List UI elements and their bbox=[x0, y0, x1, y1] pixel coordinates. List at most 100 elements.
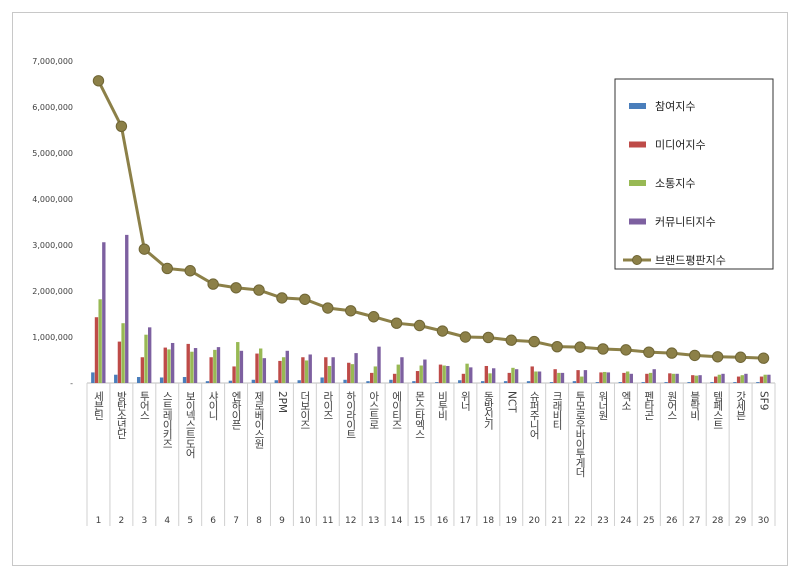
bar-3 bbox=[603, 371, 607, 383]
legend-swatch bbox=[629, 103, 646, 109]
bar-3 bbox=[671, 373, 676, 383]
category-label: 에이티즈 bbox=[391, 391, 403, 429]
category-label: 크래비티 bbox=[551, 391, 563, 431]
category-label: NCT bbox=[505, 391, 517, 413]
bar-2 bbox=[668, 373, 672, 383]
rank-label: 12 bbox=[345, 516, 356, 526]
bar-4 bbox=[423, 359, 427, 383]
bar-1 bbox=[664, 382, 668, 383]
bar-2 bbox=[255, 353, 259, 383]
bar-2 bbox=[163, 347, 167, 383]
bar-4 bbox=[492, 368, 496, 383]
bar-4 bbox=[514, 369, 519, 383]
bar-2 bbox=[392, 373, 397, 383]
y-axis: - 1,000,000 2,000,000 3,000,000 4,000,000 5,0… bbox=[32, 57, 73, 388]
bar-1 bbox=[159, 377, 164, 383]
bar-3 bbox=[327, 365, 332, 383]
bar-1 bbox=[274, 380, 278, 383]
brand-index-point bbox=[276, 292, 288, 304]
bar-4 bbox=[193, 348, 198, 383]
bar-1 bbox=[733, 382, 737, 383]
bar-3 bbox=[648, 372, 653, 383]
bar-1 bbox=[251, 379, 256, 383]
bar-4 bbox=[400, 357, 404, 383]
legend-swatch bbox=[629, 180, 646, 186]
bar-2 bbox=[301, 357, 305, 383]
bar-3 bbox=[717, 374, 722, 383]
bar-4 bbox=[377, 346, 381, 383]
category-label: 몬스타엑스 bbox=[414, 391, 426, 439]
rank-label: 24 bbox=[620, 516, 632, 526]
bar-1 bbox=[756, 382, 760, 383]
bar-1 bbox=[503, 381, 508, 383]
rank-label: 18 bbox=[483, 516, 495, 526]
bar-4 bbox=[446, 365, 450, 383]
rank-label: 17 bbox=[460, 516, 471, 526]
y-tick-label: 3,000,000 bbox=[32, 241, 73, 250]
brand-index-point bbox=[666, 347, 678, 359]
bar-3 bbox=[694, 375, 699, 383]
category-label: 보이넥스트도어 bbox=[184, 391, 196, 459]
bar-2 bbox=[553, 369, 557, 383]
rank-label: 7 bbox=[233, 516, 239, 526]
brand-index-point bbox=[413, 319, 426, 332]
rank-label: 26 bbox=[666, 516, 678, 526]
category-label: 샤이니 bbox=[207, 391, 219, 421]
category-label: 펜타곤 bbox=[643, 391, 655, 420]
bar-2 bbox=[622, 372, 626, 383]
bar-2 bbox=[759, 376, 764, 383]
bar-3 bbox=[419, 365, 423, 383]
bar-4 bbox=[308, 354, 312, 383]
bar-4 bbox=[652, 369, 656, 383]
bar-4 bbox=[744, 373, 748, 383]
bar-2 bbox=[484, 365, 489, 383]
category-label: 아스트로 bbox=[368, 391, 380, 429]
brand-index-point bbox=[528, 335, 540, 348]
legend-swatch bbox=[629, 218, 646, 225]
brand-index-point bbox=[367, 311, 380, 323]
bar-4 bbox=[537, 371, 542, 383]
rank-label: 25 bbox=[643, 516, 654, 526]
brand-index-point bbox=[711, 351, 724, 363]
bar-4 bbox=[125, 234, 129, 383]
legend-label: 브랜드평판지수 bbox=[655, 254, 726, 267]
bar-1 bbox=[114, 374, 118, 383]
category-label: 슈퍼주니어 bbox=[528, 391, 540, 440]
bar-1 bbox=[343, 379, 347, 383]
bar-4 bbox=[767, 374, 771, 383]
category-label: 갓세븐 bbox=[735, 391, 747, 420]
legend-label: 참여지수 bbox=[655, 100, 695, 113]
bar-4 bbox=[285, 350, 289, 383]
category-label: 비투비 bbox=[436, 391, 448, 421]
bar-1 bbox=[435, 382, 439, 383]
brand-index-point bbox=[757, 352, 770, 364]
brand-index-point bbox=[184, 265, 196, 277]
bar-3 bbox=[557, 372, 561, 383]
bar-2 bbox=[369, 372, 374, 383]
bar-2 bbox=[140, 357, 145, 383]
legend-marker bbox=[632, 255, 642, 265]
category-label: 2PM bbox=[276, 391, 288, 413]
bar-1 bbox=[618, 382, 622, 383]
bar-4 bbox=[629, 373, 633, 383]
bar-1 bbox=[710, 382, 714, 383]
brand-index-point bbox=[92, 75, 105, 87]
brand-index-point bbox=[299, 293, 311, 305]
rank-label: 27 bbox=[689, 516, 700, 526]
y-tick-label: 7,000,000 bbox=[32, 57, 73, 66]
legend-label: 미디어지수 bbox=[655, 139, 706, 152]
bar-2 bbox=[209, 357, 213, 383]
bar-4 bbox=[583, 370, 588, 383]
rank-label: 23 bbox=[597, 516, 608, 526]
brand-index-point bbox=[597, 343, 609, 355]
category-label: 세븐틴 bbox=[92, 391, 104, 420]
bar-1 bbox=[572, 381, 577, 383]
rank-label: 1 bbox=[96, 516, 102, 526]
rank-label: 9 bbox=[279, 516, 285, 526]
brand-index-point bbox=[322, 302, 334, 314]
rank-label: 22 bbox=[574, 516, 585, 526]
bar-4 bbox=[606, 372, 611, 383]
rank-label: 6 bbox=[210, 516, 216, 526]
y-tick-label: 6,000,000 bbox=[32, 103, 73, 112]
bar-3 bbox=[740, 375, 744, 383]
